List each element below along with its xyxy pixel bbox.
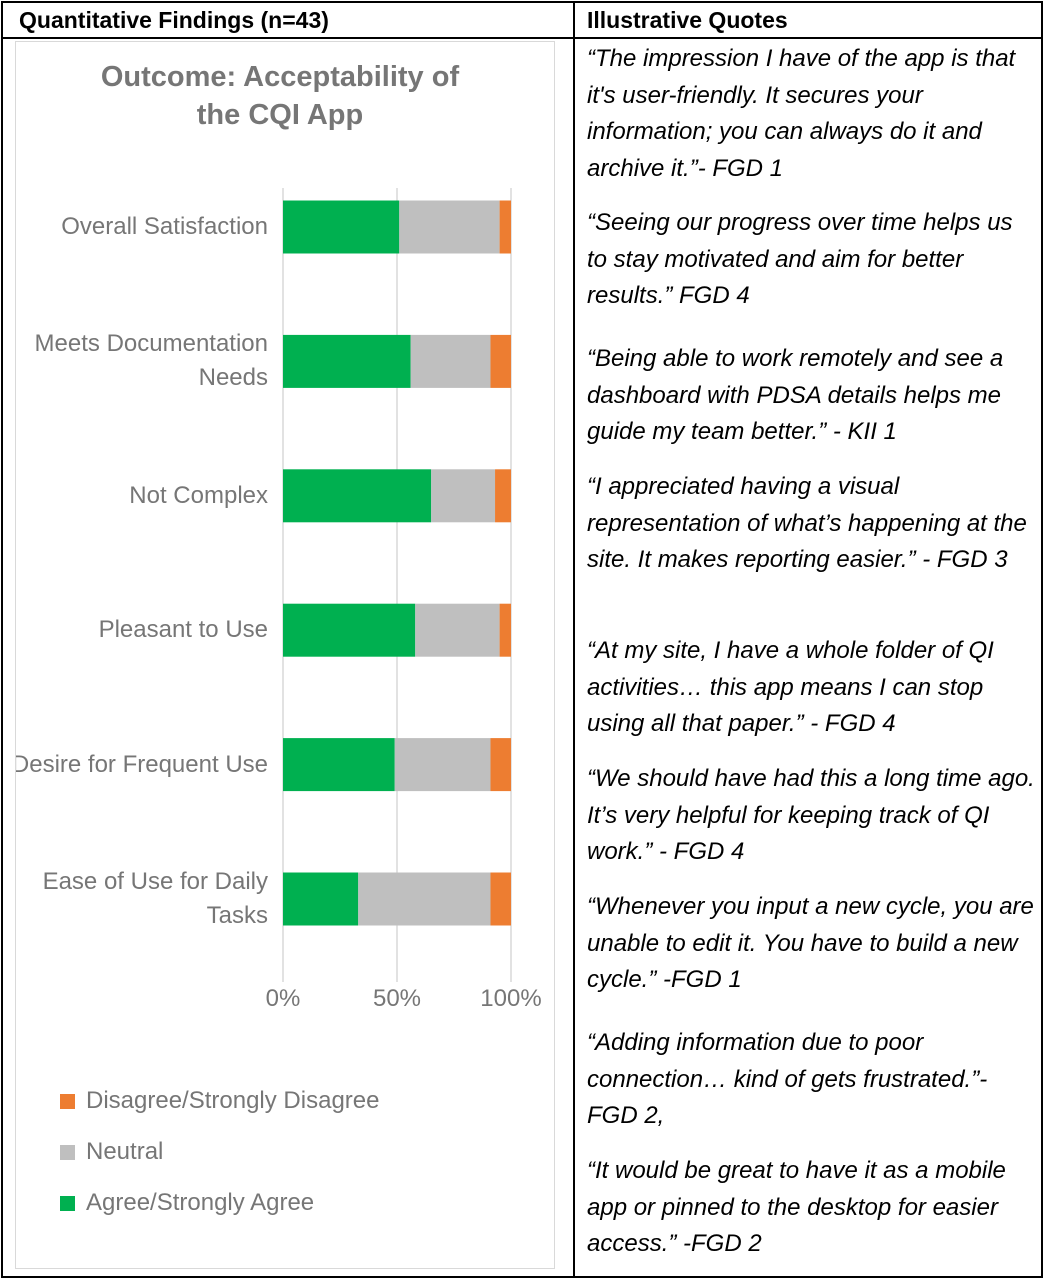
acceptability-chart: Outcome: Acceptability of the CQI App Ov…: [15, 41, 555, 1269]
quote-5: “At my site, I have a whole folder of QI…: [587, 637, 994, 737]
bar-segment-5-2: [490, 872, 511, 926]
category-label: Desire for Frequent Use: [15, 748, 268, 782]
bar-segment-0-0: [283, 200, 400, 254]
category-label-line: Overall Satisfaction: [61, 213, 268, 240]
quote-8: “Adding information due to poor connecti…: [587, 1029, 988, 1129]
bar-segment-2-2: [495, 469, 511, 523]
x-tick-label: 0%: [265, 985, 301, 1012]
bar-segment-3-2: [499, 603, 511, 657]
bar-segment-3-0: [283, 603, 416, 657]
legend-label: Agree/Strongly Agree: [86, 1189, 315, 1216]
chart-title: Outcome: Acceptability of the CQI App: [16, 58, 544, 134]
bar-segment-1-1: [410, 334, 491, 388]
bar-segment-1-0: [283, 334, 411, 388]
category-label-line: Pleasant to Use: [98, 616, 268, 644]
quote-4: “I appreciated having a visual represent…: [587, 473, 1027, 573]
header-illustrative-quotes: Illustrative Quotes: [575, 3, 1043, 39]
category-label-line: Ease of Use for Daily: [42, 868, 268, 895]
bar-segment-5-0: [283, 872, 359, 926]
quote-7: “Whenever you input a new cycle, you are…: [587, 893, 1034, 993]
column-divider: [573, 3, 575, 1278]
quote-6: “We should have had this a long time ago…: [587, 765, 1035, 865]
category-label-line: Meets Documentation: [34, 330, 268, 358]
category-label-line: Tasks: [206, 902, 268, 929]
x-tick-label: 100%: [480, 985, 542, 1012]
legend-swatch: [60, 1196, 75, 1211]
bar-segment-2-1: [431, 469, 496, 523]
quote-1: “The impression I have of the app is tha…: [587, 45, 1016, 182]
bar-segment-4-0: [283, 738, 395, 792]
quote-3: “Being able to work remotely and see a d…: [587, 345, 1004, 445]
chart-plot-area: [282, 188, 512, 982]
category-label: Overall Satisfaction: [61, 210, 268, 244]
category-label: Not Complex: [129, 479, 268, 513]
bar-segment-3-1: [415, 603, 500, 657]
legend-label: Disagree/Strongly Disagree: [86, 1087, 380, 1114]
bar-segment-5-1: [358, 872, 491, 926]
x-tick-label: 50%: [372, 985, 422, 1012]
header-quantitative-findings: Quantitative Findings (n=43): [3, 3, 573, 39]
bar-segment-4-1: [394, 738, 491, 792]
quote-2: “Seeing our progress over time helps us …: [587, 209, 1013, 309]
category-label-line: Desire for Frequent Use: [15, 750, 268, 778]
bar-segment-0-1: [399, 200, 500, 254]
category-label-line: Not Complex: [129, 481, 268, 509]
bar-segment-0-2: [499, 200, 511, 254]
category-label-line: Needs: [198, 364, 268, 392]
legend-swatch: [60, 1145, 75, 1160]
bar-segment-2-0: [283, 469, 432, 523]
category-label: Pleasant to Use: [99, 613, 268, 647]
quote-9: “It would be great to have it as a mobil…: [587, 1157, 1006, 1257]
bar-segment-4-2: [490, 738, 511, 792]
chart-title-line-2: the CQI App: [196, 99, 364, 131]
legend-label: Neutral: [86, 1138, 164, 1165]
category-label: Meets Documentation Needs: [35, 327, 268, 395]
bar-segment-1-2: [490, 334, 511, 388]
legend-swatch: [60, 1094, 75, 1109]
chart-title-line-1: Outcome: Acceptability of: [100, 61, 460, 93]
category-label: Ease of Use for Daily Tasks: [43, 865, 268, 933]
